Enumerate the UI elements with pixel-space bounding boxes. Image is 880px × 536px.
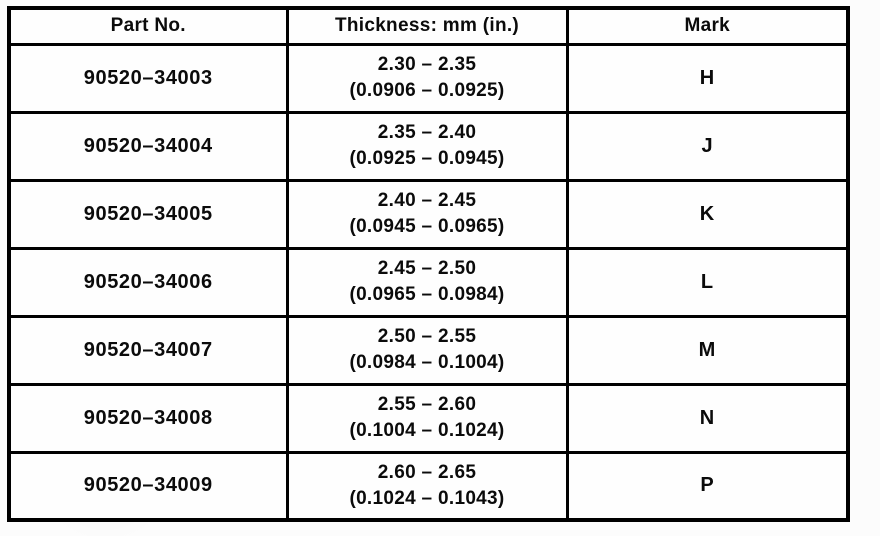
- table-row: 90520–34008 2.55 – 2.60 (0.1004 – 0.1024…: [7, 382, 850, 454]
- thickness-mm-value: 2.60 – 2.65: [377, 462, 477, 484]
- table-row: 90520–34007 2.50 – 2.55 (0.0984 – 0.1004…: [7, 314, 850, 386]
- thickness-cell: 2.40 – 2.45 (0.0945 – 0.0965): [285, 178, 569, 250]
- part-no-cell: 90520–34006: [7, 246, 289, 318]
- part-no-cell: 90520–34009: [7, 450, 289, 522]
- thickness-in-value: (0.1004 – 0.1024): [349, 420, 505, 441]
- thickness-mm-value: 2.40 – 2.45: [377, 190, 477, 212]
- mark-cell: L: [565, 246, 850, 318]
- thickness-in-value: (0.0925 – 0.0945): [349, 148, 505, 169]
- thickness-cell: 2.35 – 2.40 (0.0925 – 0.0945): [285, 110, 569, 182]
- thickness-in-value: (0.0945 – 0.0965): [349, 216, 505, 237]
- thickness-mm-value: 2.35 – 2.40: [377, 122, 477, 144]
- mark-cell: J: [565, 110, 850, 182]
- thickness-cell: 2.55 – 2.60 (0.1004 – 0.1024): [285, 382, 569, 454]
- thickness-cell: 2.45 – 2.50 (0.0965 – 0.0984): [285, 246, 569, 318]
- thickness-in-value: (0.0906 – 0.0925): [349, 80, 505, 101]
- thickness-cell: 2.50 – 2.55 (0.0984 – 0.1004): [285, 314, 569, 386]
- part-no-cell: 90520–34007: [7, 314, 289, 386]
- part-no-cell: 90520–34005: [7, 178, 289, 250]
- table-row: 90520–34003 2.30 – 2.35 (0.0906 – 0.0925…: [7, 42, 850, 114]
- thickness-mm-value: 2.30 – 2.35: [377, 54, 477, 76]
- thickness-cell: 2.30 – 2.35 (0.0906 – 0.0925): [285, 42, 569, 114]
- parts-thickness-table: Part No. Thickness: mm (in.) Mark 90520–…: [7, 6, 850, 522]
- col-header-part-no: Part No.: [7, 6, 289, 46]
- part-no-cell: 90520–34004: [7, 110, 289, 182]
- thickness-cell: 2.60 – 2.65 (0.1024 – 0.1043): [285, 450, 569, 522]
- table-row: 90520–34005 2.40 – 2.45 (0.0945 – 0.0965…: [7, 178, 850, 250]
- col-header-thickness: Thickness: mm (in.): [285, 6, 569, 46]
- header-row: Part No. Thickness: mm (in.) Mark: [7, 6, 850, 46]
- mark-cell: N: [565, 382, 850, 454]
- mark-cell: H: [565, 42, 850, 114]
- table-row: 90520–34004 2.35 – 2.40 (0.0925 – 0.0945…: [7, 110, 850, 182]
- col-header-mark: Mark: [565, 6, 850, 46]
- part-no-cell: 90520–34008: [7, 382, 289, 454]
- thickness-mm-value: 2.45 – 2.50: [377, 258, 477, 280]
- mark-cell: M: [565, 314, 850, 386]
- thickness-in-value: (0.1024 – 0.1043): [349, 487, 505, 509]
- thickness-in-value: (0.0984 – 0.1004): [349, 352, 505, 373]
- thickness-mm-value: 2.50 – 2.55: [377, 326, 477, 348]
- mark-cell: K: [565, 178, 850, 250]
- thickness-in-value: (0.0965 – 0.0984): [349, 284, 505, 305]
- table-row: 90520–34009 2.60 – 2.65 (0.1024 – 0.1043…: [7, 450, 850, 522]
- table-row: 90520–34006 2.45 – 2.50 (0.0965 – 0.0984…: [7, 246, 850, 318]
- mark-cell: P: [565, 450, 850, 522]
- thickness-mm-value: 2.55 – 2.60: [377, 394, 477, 416]
- part-no-cell: 90520–34003: [7, 42, 289, 114]
